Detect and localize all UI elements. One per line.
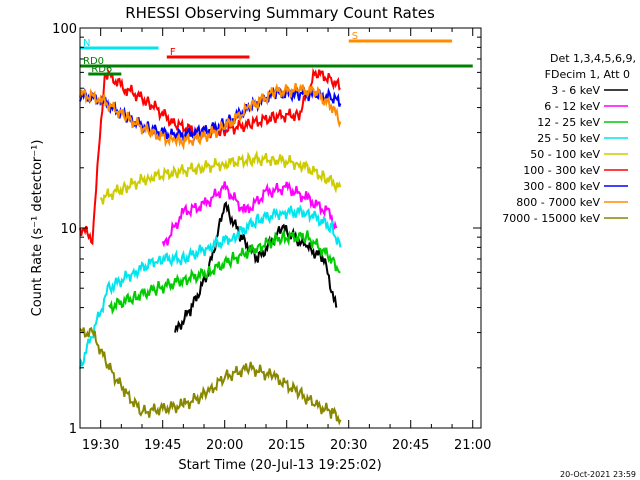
- series-line-7: [79, 83, 342, 151]
- x-tick-label-5: 20:45: [392, 438, 429, 453]
- series-line-4: [99, 149, 342, 205]
- flag-label-s: S: [352, 31, 358, 42]
- flag-label-f: F: [170, 47, 176, 58]
- x-tick-label-3: 20:15: [268, 438, 305, 453]
- legend-label-3: 25 - 50 keV: [537, 132, 600, 145]
- flag-label-n: N: [83, 38, 90, 49]
- series-line-1: [161, 181, 338, 248]
- series-line-2: [108, 228, 341, 316]
- legend-label-4: 50 - 100 keV: [530, 148, 600, 161]
- x-tick-label-1: 19:45: [144, 438, 181, 453]
- series-line-3: [79, 204, 342, 369]
- legend-label-1: 6 - 12 keV: [544, 100, 600, 113]
- legend-label-0: 3 - 6 keV: [551, 84, 600, 97]
- x-tick-label-6: 21:00: [454, 438, 491, 453]
- legend-label-5: 100 - 300 keV: [523, 164, 600, 177]
- legend-header-line-2: FDecim 1, Att 0: [545, 68, 630, 81]
- y-tick-label-2: 100: [52, 22, 77, 37]
- legend-layer: 3 - 6 keV 6 - 12 keV 12 - 25 keV 25 - 50 ke…: [502, 84, 628, 225]
- y-axis-label: Count Rate (s⁻¹ detector⁻¹): [30, 140, 45, 317]
- x-tick-label-0: 19:30: [82, 438, 119, 453]
- x-axis-label: Start Time (20-Jul-13 19:25:02): [178, 458, 381, 473]
- flag-label-rd6: RD6: [91, 64, 112, 75]
- legend-label-6: 300 - 800 keV: [523, 180, 600, 193]
- legend-header-line-1: Det 1,3,4,5,6,9,: [550, 52, 636, 65]
- legend-label-2: 12 - 25 keV: [537, 116, 600, 129]
- axis-layer: 19:30 19:45 20:00 20:15 20:30 20:45 21:00 1 10 10…: [52, 22, 491, 453]
- x-tick-label-2: 20:00: [206, 438, 243, 453]
- y-tick-label-0: 1: [69, 422, 77, 437]
- legend-label-7: 800 - 7000 keV: [516, 196, 600, 209]
- chart-title: RHESSI Observing Summary Count Rates: [125, 4, 435, 22]
- flag-label-rd0: RD0: [83, 56, 104, 67]
- series-line-0: [174, 201, 338, 333]
- footer-date: 20-Oct-2021 23:59: [560, 470, 636, 479]
- series-line-8: [79, 326, 342, 426]
- legend-label-8: 7000 - 15000 keV: [502, 212, 600, 225]
- y-tick-label-1: 10: [60, 222, 77, 237]
- x-tick-label-4: 20:30: [330, 438, 367, 453]
